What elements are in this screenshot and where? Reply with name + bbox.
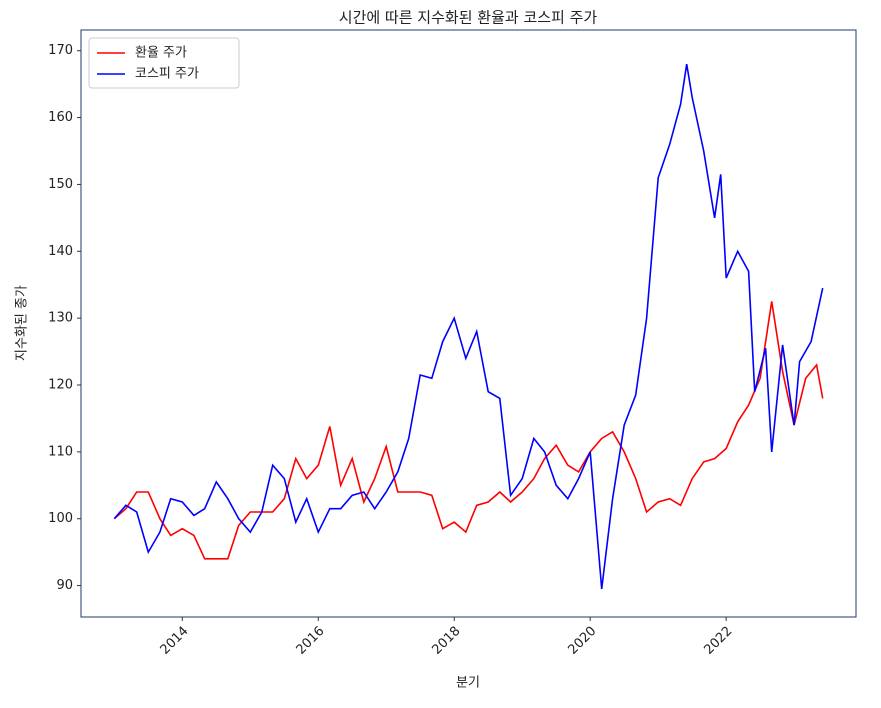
y-tick-label: 110	[48, 444, 73, 459]
x-tick-label: 2016	[294, 624, 328, 658]
x-axis-label: 분기	[456, 676, 480, 691]
x-tick-label: 2020	[565, 624, 599, 658]
x-tick-label: 2014	[158, 624, 192, 658]
legend-label: 코스피 주가	[135, 67, 199, 82]
y-tick-label: 160	[48, 110, 73, 125]
y-tick-label: 170	[48, 43, 73, 58]
plot-area	[80, 29, 857, 618]
x-tick-label: 2018	[430, 624, 464, 658]
y-tick-label: 90	[56, 578, 73, 593]
y-tick-label: 140	[48, 244, 73, 259]
y-tick-label: 120	[48, 378, 73, 393]
chart-title: 시간에 따른 지수화된 환율과 코스피 주가	[339, 9, 598, 27]
x-tick-label: 2022	[701, 624, 735, 658]
y-axis-label: 지수화된 종가	[15, 285, 30, 361]
y-tick-label: 150	[48, 177, 73, 192]
series-line	[113, 63, 824, 589]
series-line	[113, 301, 824, 560]
y-tick-label: 100	[48, 511, 73, 526]
legend-label: 환율 주가	[135, 46, 187, 61]
legend-box	[88, 37, 240, 89]
y-tick-label: 130	[48, 311, 73, 326]
